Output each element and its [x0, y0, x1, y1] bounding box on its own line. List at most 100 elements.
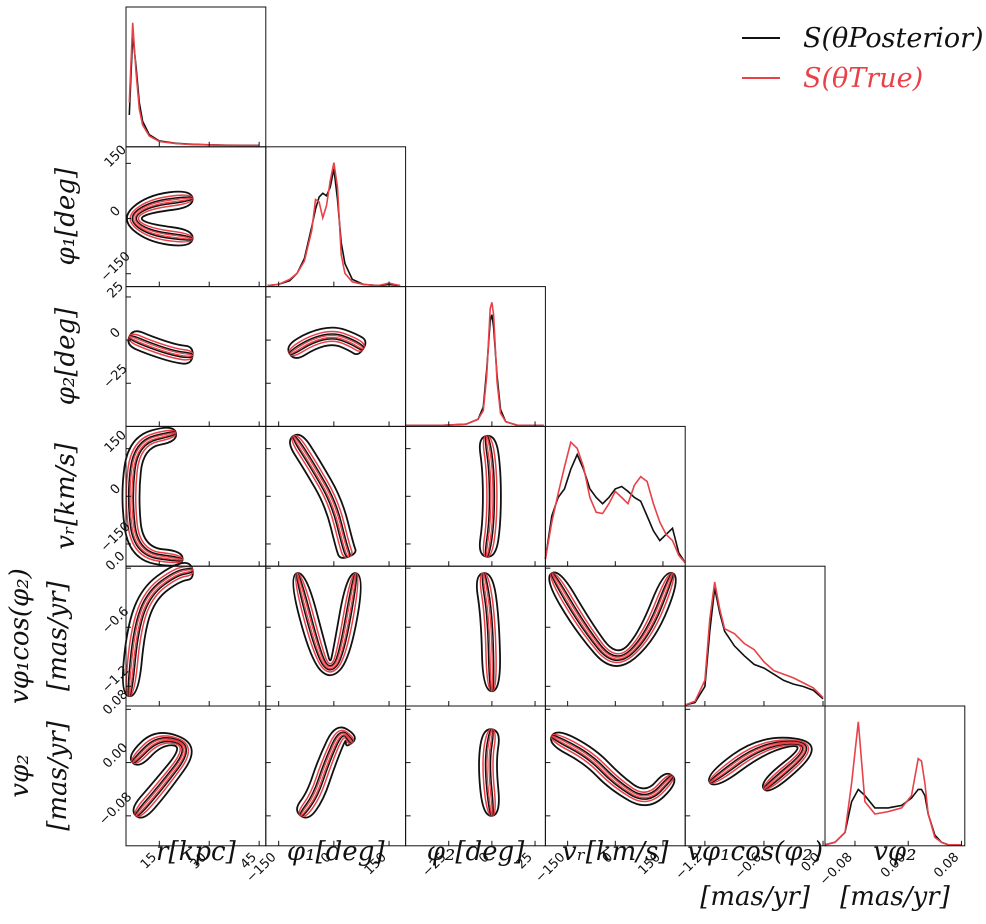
contour-vr-vphi1-true-inner — [551, 572, 674, 660]
ytick-label-vphi2-1: 0.00 — [100, 740, 131, 771]
contour-r-vphi1-posterior-inner — [127, 567, 194, 697]
contour-r-vphi2-posterior-inner — [131, 737, 188, 817]
ylabel-row3: vᵣ[km/s] — [51, 442, 81, 549]
panel-frame-phi1-phi2 — [265, 286, 407, 427]
panel-frame-r-vphi2 — [125, 705, 267, 847]
ylabel-row5: vφ₂ — [5, 754, 35, 797]
contour-phi2-vphi2-true-inner — [486, 728, 493, 817]
marginal-vr-true — [544, 440, 686, 564]
contour-phi1-vr-true-outer — [291, 434, 353, 558]
contour-phi1-vphi1-true-outer — [294, 572, 359, 673]
panel-frame-r-vphi1 — [125, 565, 267, 707]
contour-r-vphi1-true-inner — [128, 569, 194, 697]
contour-r-phi1-true-outer — [129, 194, 194, 243]
xlabel-r: r[kpc] — [156, 837, 237, 867]
contour-phi2-vr-posterior-inner — [484, 435, 496, 558]
contour-vphi1-vphi2-true-inner — [709, 741, 806, 790]
contour-phi2-vr-true-outer — [482, 435, 498, 558]
contour-r-phi1-posterior-inner — [131, 196, 194, 241]
contour-phi2-vr-posterior-outer — [478, 434, 502, 558]
contour-phi1-vphi2-true-inner — [300, 732, 353, 817]
contour-vr-vphi1-posterior-outer — [548, 571, 677, 667]
contour-r-phi2-true-outer — [128, 333, 194, 361]
contour-vphi1-vphi2-posterior-outer — [708, 736, 813, 792]
panel-frame-vphi1-vphi1 — [684, 565, 826, 707]
panel-frame-vphi1-vphi2 — [684, 705, 826, 847]
contour-r-vphi1-true-outer — [125, 565, 194, 697]
panel-frames — [125, 6, 966, 847]
contour-vphi1-vphi2-posterior-inner — [709, 740, 808, 791]
contour-phi1-phi2-posterior-inner — [288, 333, 365, 356]
legend-label-true: S(θTrue) — [803, 63, 923, 94]
contour-r-phi1-true-inner — [132, 197, 194, 240]
contour-r-vphi2-true-outer — [131, 735, 190, 818]
contour-phi2-vr-true-inner — [485, 435, 494, 558]
ytick-label-vr-1: 0 — [108, 481, 124, 497]
contour-phi1-vphi1-true-inner — [296, 572, 357, 670]
contour-phi1-phi2-posterior-outer — [287, 326, 367, 359]
contour-vphi1-vphi2-true-outer — [708, 739, 810, 791]
contour-phi1-vphi2-posterior-inner — [299, 731, 354, 817]
legend-label-posterior: S(θPosterior) — [803, 23, 984, 54]
axis-label-layer: r[kpc] φ₁[deg] φ₂[deg] vᵣ[km/s] vφ₁cos(φ₂) [m… — [5, 167, 951, 912]
marginal-phi1-posterior — [267, 168, 401, 287]
xlabel-phi1: φ₁[deg] — [287, 837, 385, 867]
contour-r-vphi1-posterior-outer — [121, 561, 194, 698]
xlabel-vphi2: vφ₂ — [873, 837, 916, 867]
panel-frame-phi1-phi1 — [265, 146, 407, 288]
xtick-label-vphi2-2: 0.08 — [931, 850, 962, 881]
panel-frame-phi1-vphi2 — [265, 705, 407, 847]
contour-phi1-phi2-true-outer — [288, 330, 365, 357]
contour-vr-vphi1-true-outer — [550, 572, 675, 664]
contour-phi1-vphi1-posterior-outer — [292, 572, 362, 677]
panel-frame-phi2-vr — [405, 425, 546, 567]
panel-frame-r-phi2 — [125, 286, 267, 427]
marginal-r-posterior — [128, 35, 260, 147]
contour-r-phi1-posterior-outer — [125, 190, 194, 247]
marginal-vphi2-true — [824, 721, 962, 846]
ylabel-row5-line2: [mas/yr] — [43, 720, 73, 831]
xlabel-vphi1: vφ₁cos(φ₂) — [687, 837, 823, 867]
ylabel-row4: vφ₁cos(φ₂) — [5, 568, 35, 704]
marginal-r-true — [128, 22, 260, 147]
panel-frame-phi2-vphi1 — [405, 565, 546, 707]
marginal-phi2-true — [405, 302, 544, 427]
panel-frame-vr-vr — [544, 425, 686, 567]
contour-phi1-vphi1-posterior-inner — [295, 572, 358, 671]
contour-r-phi2-posterior-outer — [127, 330, 194, 365]
marginal-phi1-true — [267, 162, 401, 287]
contour-r-vphi2-posterior-outer — [129, 732, 193, 819]
marginal-phi2-posterior — [405, 314, 544, 427]
contour-phi1-vphi2-posterior-outer — [296, 726, 356, 819]
marginal-vphi1-true — [684, 581, 824, 706]
tick-layer: 15 30 45−150 0 150 −25 0 25−150 0 150 −1.2 −0.6 0.0−… — [96, 141, 962, 889]
contour-vr-vphi2-posterior-outer — [550, 731, 676, 807]
panel-frame-phi2-vphi2 — [405, 705, 546, 847]
contour-vr-vphi2-true-outer — [550, 733, 674, 803]
xlabel-vr: vᵣ[km/s] — [562, 837, 669, 867]
contour-phi2-vphi1-true-inner — [482, 572, 494, 692]
contour-r-vphi2-true-inner — [132, 738, 186, 817]
legend: S(θPosterior) S(θTrue) — [742, 23, 984, 94]
xlabel-vphi2-line2: [mas/yr] — [840, 882, 951, 912]
contour-r-vr-true-outer — [125, 429, 184, 564]
contour-vr-vphi2-posterior-inner — [551, 734, 674, 800]
contour-r-vr-posterior-inner — [127, 431, 184, 562]
ytick-label-phi2-1: 0 — [108, 325, 124, 341]
panel-frame-vphi2-vphi2 — [824, 705, 966, 847]
xlabel-phi2: φ₂[deg] — [427, 837, 525, 867]
contour-r-phi2-true-inner — [128, 335, 194, 357]
panel-frame-r-phi1 — [125, 146, 267, 288]
contour-vr-vphi2-true-inner — [551, 735, 674, 799]
ytick-label-vphi2-0: −0.08 — [96, 790, 135, 829]
ylabel-row4-line2: [mas/yr] — [43, 580, 73, 691]
panel-frame-r-r — [125, 6, 267, 148]
contour-r-vr-true-inner — [129, 432, 184, 561]
marginal-layer — [128, 22, 962, 846]
contour-phi1-vr-posterior-outer — [289, 433, 357, 559]
contour-r-phi2-posterior-inner — [128, 335, 194, 359]
panel-frame-vr-vphi2 — [544, 705, 686, 847]
marginal-vr-posterior — [544, 452, 686, 564]
contour-phi1-vphi2-true-outer — [298, 729, 355, 818]
